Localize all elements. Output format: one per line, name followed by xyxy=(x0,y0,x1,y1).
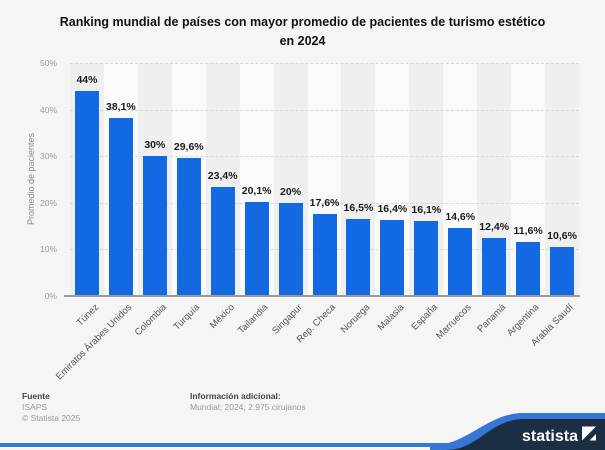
chart-title-line1: Ranking mundial de países con mayor prom… xyxy=(59,15,546,29)
bar xyxy=(482,238,507,296)
bar xyxy=(210,186,235,296)
bar xyxy=(312,213,337,296)
bar xyxy=(278,202,303,296)
bar xyxy=(176,158,201,296)
x-tick-label: México xyxy=(207,302,237,332)
bar-value-label: 16,1% xyxy=(411,203,442,216)
bar xyxy=(550,246,575,296)
x-tick-label: Túnez xyxy=(74,302,101,329)
copyright-text: © Statista 2025 xyxy=(22,413,81,424)
bar-value-label: 23,4% xyxy=(207,169,238,182)
bar-value-label: 29,6% xyxy=(173,141,204,154)
bar xyxy=(142,156,167,296)
bar-value-label: 11,6% xyxy=(513,224,543,237)
bar xyxy=(74,90,99,296)
bar-value-label: 10,6% xyxy=(547,229,577,242)
bar xyxy=(448,227,473,296)
bar-value-label: 30% xyxy=(144,139,166,152)
gridline xyxy=(70,63,579,64)
x-tick-label: Malasia xyxy=(375,302,407,333)
y-axis-title: Promedio de pacientes xyxy=(26,132,36,226)
x-tick-label: Tailandia xyxy=(236,302,271,337)
source-block: Fuente ISAPS © Statista 2025 xyxy=(22,391,80,425)
y-tick-label: 30% xyxy=(39,151,57,162)
logo-wave-navy xyxy=(446,419,605,450)
bar xyxy=(244,202,269,296)
source-label: Fuente xyxy=(22,391,50,401)
bottom-accent-line xyxy=(0,443,605,447)
additional-info-block: Información adicional: Mundial; 2024; 2.… xyxy=(190,391,306,413)
chart-title-line2: en 2024 xyxy=(279,34,326,49)
logo-text: statista xyxy=(522,428,578,445)
gridline xyxy=(70,202,579,204)
source-value: ISAPS xyxy=(22,402,48,413)
x-tick-label: Panamá xyxy=(475,302,508,335)
x-axis-line xyxy=(64,295,580,297)
bar-value-label: 20% xyxy=(280,185,302,198)
bar xyxy=(414,220,439,296)
bar xyxy=(346,219,371,296)
x-tick-label: Turquía xyxy=(171,302,203,333)
chart-title: Ranking mundial de países con mayor prom… xyxy=(20,13,585,52)
bar xyxy=(108,118,133,296)
x-tick-label: Marruecos xyxy=(434,302,475,342)
bar-value-label: 17,6% xyxy=(309,196,340,209)
bar xyxy=(516,241,541,296)
y-tick-label: 50% xyxy=(39,58,57,68)
gridline xyxy=(70,156,579,158)
bar-value-label: 14,6% xyxy=(445,210,476,223)
x-tick-label: Noruega xyxy=(338,302,373,336)
bar-value-label: 44% xyxy=(76,73,98,86)
bar xyxy=(380,219,405,296)
x-tick-label: España xyxy=(409,302,441,333)
bar-value-label: 16,4% xyxy=(377,202,408,215)
bar-value-label: 38,1% xyxy=(106,101,136,114)
x-tick-label: Colombia xyxy=(132,302,169,339)
bar-value-label: 12,4% xyxy=(479,221,510,234)
gridline xyxy=(70,109,579,111)
y-tick-label: 0% xyxy=(44,291,57,301)
logo-mark-icon xyxy=(582,426,596,441)
y-tick-label: 20% xyxy=(39,197,57,208)
additional-info-label: Información adicional: xyxy=(190,391,281,401)
statista-logo: statista xyxy=(430,413,605,450)
y-tick-label: 10% xyxy=(39,244,57,255)
bar-value-label: 20,1% xyxy=(241,185,272,198)
y-tick-label: 40% xyxy=(39,104,57,115)
bar-value-label: 16,5% xyxy=(343,202,374,215)
plot-area: 0% 10% 20% 30% 40% 50% 44% Túnez 38,1% Emiratos Á… xyxy=(40,58,580,382)
additional-info-value: Mundial; 2024; 2.975 cirujanos xyxy=(190,402,306,413)
